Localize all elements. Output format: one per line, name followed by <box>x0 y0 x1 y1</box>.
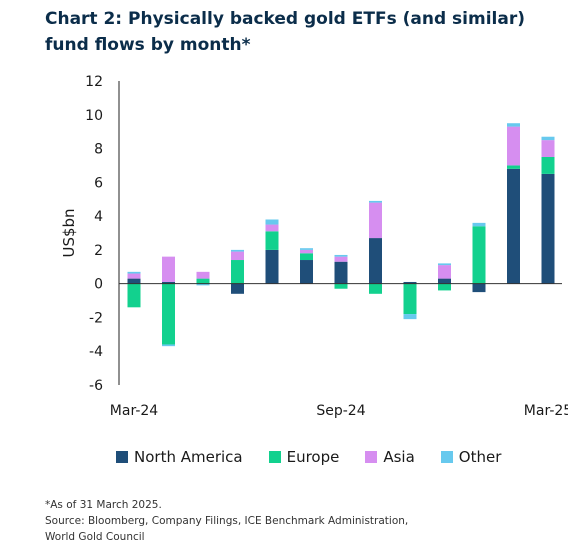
y-tick-label: 6 <box>94 175 103 191</box>
bar-europe <box>162 283 175 345</box>
legend-item-other: Other <box>440 448 502 466</box>
x-tick-label: Mar-24 <box>110 403 158 419</box>
bar-europe <box>334 283 348 289</box>
y-tick-label: 0 <box>94 277 103 293</box>
legend-swatch-other <box>440 451 453 463</box>
bar-asia <box>334 256 348 262</box>
legend-swatch-europe <box>268 451 281 463</box>
bar-other <box>300 248 313 250</box>
legend-label-europe: Europe <box>286 448 340 466</box>
legend-item-north-america: North America <box>116 448 243 466</box>
y-tick-label: 10 <box>85 108 103 124</box>
bar-other <box>507 123 520 127</box>
bar-north-america <box>541 173 555 284</box>
bar-other <box>265 219 279 225</box>
bar-other <box>369 200 382 203</box>
bar-north-america <box>472 283 486 293</box>
bar-asia <box>507 126 520 166</box>
y-tick-label: 8 <box>94 142 103 158</box>
bar-europe <box>127 283 141 308</box>
legend: North America Europe Asia Other <box>116 448 501 466</box>
bar-europe <box>196 278 210 284</box>
legend-label-asia: Asia <box>383 448 415 466</box>
legend-label-other: Other <box>458 448 502 466</box>
bar-europe <box>231 260 244 284</box>
bar-asia <box>127 273 141 279</box>
bar-north-america <box>127 278 141 284</box>
y-tick-label: -6 <box>89 378 103 394</box>
bar-north-america <box>334 261 348 284</box>
bar-europe <box>541 157 555 174</box>
footnote-source: Source: Bloomberg, Company Filings, ICE … <box>45 515 409 527</box>
bar-other <box>334 254 348 257</box>
legend-swatch-north-america <box>116 451 128 463</box>
bar-asia <box>162 256 175 282</box>
bar-north-america <box>231 283 244 294</box>
bar-other <box>127 271 141 274</box>
bar-north-america <box>265 249 279 284</box>
bar-europe <box>403 283 417 315</box>
y-tick-label: 2 <box>94 243 103 259</box>
footnote-asof: *As of 31 March 2025. <box>45 499 162 511</box>
bar-asia <box>541 140 555 157</box>
chart-title: Chart 2: Physically backed gold ETFs (an… <box>45 9 525 55</box>
bar-asia <box>196 271 210 279</box>
legend-label-north-america: North America <box>134 448 243 466</box>
bar-other <box>438 263 451 266</box>
bar-asia <box>438 265 451 279</box>
bar-europe <box>472 226 486 284</box>
y-axis-title: US$bn <box>60 208 78 257</box>
bar-north-america <box>300 260 313 284</box>
y-tick-label: 4 <box>94 209 103 225</box>
bar-asia <box>231 251 244 261</box>
y-tick-label: -4 <box>89 344 103 360</box>
legend-swatch-asia <box>365 451 378 463</box>
bar-north-america <box>403 281 417 284</box>
x-tick-label: Mar-25 <box>524 403 568 419</box>
bar-other <box>162 344 175 347</box>
bar-other <box>403 314 417 320</box>
legend-item-asia: Asia <box>365 448 415 466</box>
bar-europe <box>265 231 279 250</box>
bar-other <box>541 136 555 141</box>
bar-other <box>231 249 244 252</box>
bar-north-america <box>369 238 382 284</box>
bar-north-america <box>438 278 451 284</box>
bar-europe <box>300 253 313 261</box>
bar-north-america <box>507 168 520 284</box>
y-tick-label: 12 <box>85 74 103 90</box>
bar-europe <box>438 283 451 291</box>
bar-europe <box>507 165 520 169</box>
bar-other <box>472 222 486 227</box>
bar-asia <box>300 249 313 254</box>
bar-north-america <box>162 281 175 284</box>
bar-europe <box>369 283 382 294</box>
bar-asia <box>369 202 382 239</box>
bar-asia <box>265 224 279 232</box>
footnotes: *As of 31 March 2025. Source: Bloomberg,… <box>45 497 408 545</box>
y-tick-label: -2 <box>89 310 103 326</box>
x-tick-label: Sep-24 <box>316 403 365 419</box>
footnote-source-cont: World Gold Council <box>45 531 145 543</box>
legend-item-europe: Europe <box>268 448 340 466</box>
bar-other <box>196 283 210 286</box>
